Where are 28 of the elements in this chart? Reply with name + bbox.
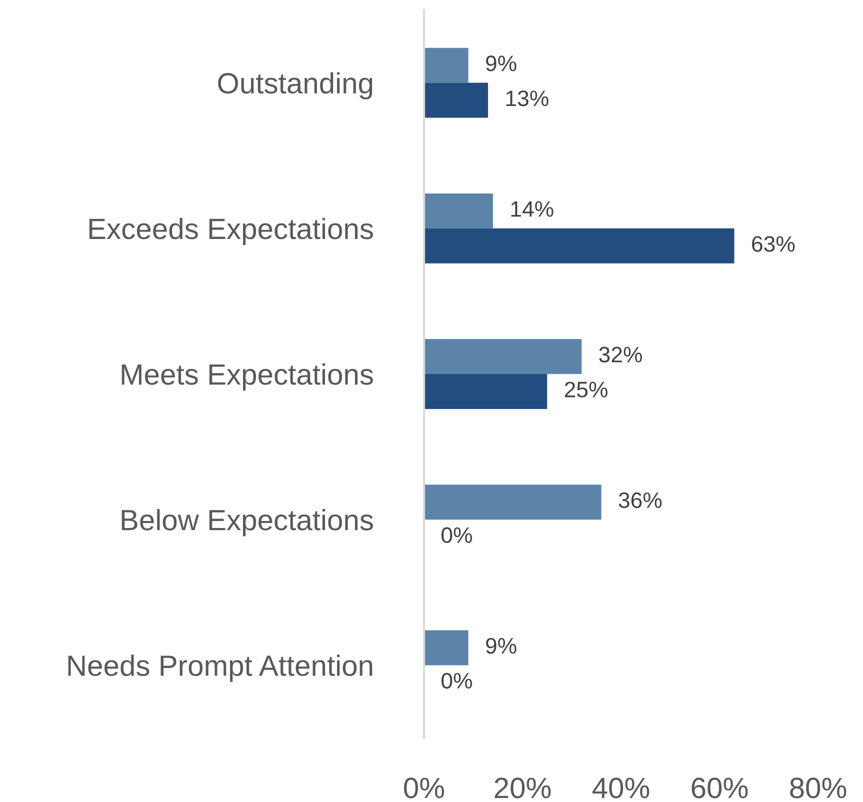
data-label: 0% <box>442 527 472 544</box>
bar <box>424 484 602 520</box>
bar <box>424 82 488 118</box>
bar <box>424 228 734 264</box>
y-tick-label: Below Expectations <box>122 509 373 536</box>
data-label: 9% <box>486 638 516 654</box>
y-tick-label: Exceeds Expectations <box>89 218 373 246</box>
bar <box>424 193 493 228</box>
x-tick-label: 0% <box>404 778 444 798</box>
bar <box>424 339 582 374</box>
data-label: 25% <box>564 382 608 398</box>
data-label: 63% <box>752 236 795 252</box>
data-label: 36% <box>618 492 662 508</box>
x-tick-label: 20% <box>494 778 551 798</box>
x-tick-label: 80% <box>790 778 846 798</box>
y-tick-label: Outstanding <box>218 72 372 100</box>
y-tick-label: Meets Expectations <box>122 363 373 391</box>
data-label: 13% <box>506 90 548 106</box>
y-tick-label: Needs Prompt Attention <box>68 654 372 682</box>
x-tick-label: 40% <box>592 778 650 798</box>
x-tick-label: 60% <box>692 778 748 798</box>
data-label: 32% <box>599 346 642 362</box>
bar <box>424 374 548 409</box>
data-label: 9% <box>486 56 516 72</box>
bar <box>424 630 468 666</box>
data-label: 0% <box>442 672 472 689</box>
bar <box>424 48 468 83</box>
data-label: 14% <box>511 201 554 217</box>
